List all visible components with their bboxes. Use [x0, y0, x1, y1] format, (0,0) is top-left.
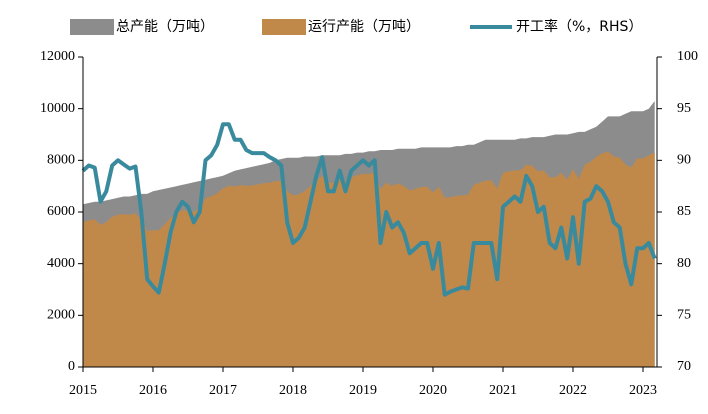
y2-tick-label: 95: [677, 101, 691, 116]
y-tick-label: 12000: [40, 49, 75, 64]
x-tick-label: 2023: [629, 383, 657, 398]
y2-tick-label: 80: [677, 256, 691, 271]
x-tick-label: 2022: [559, 383, 587, 398]
y-tick-label: 8000: [47, 153, 75, 168]
x-tick-label: 2019: [349, 383, 377, 398]
y2-tick-label: 90: [677, 153, 691, 168]
legend-label: 开工率（%，RHS）: [516, 18, 642, 35]
x-tick-label: 2018: [279, 383, 307, 398]
y2-tick-label: 75: [677, 308, 691, 323]
capacity-area: [83, 151, 655, 367]
rate-line: [81, 122, 657, 297]
y2-tick-label: 100: [677, 49, 698, 64]
x-tick-label: 2016: [139, 383, 167, 398]
y-tick-label: 6000: [47, 204, 75, 219]
y-tick-label: 2000: [47, 308, 75, 323]
x-tick-label: 2021: [489, 383, 517, 398]
legend-label: 总产能（万吨）: [116, 19, 214, 35]
y2-tick-label: 70: [677, 359, 691, 374]
legend-swatch: [70, 19, 114, 35]
y2-tick-label: 85: [677, 204, 691, 219]
y-tick-label: 4000: [47, 256, 75, 271]
x-tick-label: 2020: [419, 383, 447, 398]
x-tick-label: 2017: [209, 383, 237, 398]
x-tick-label: 2015: [69, 383, 97, 398]
y-tick-label: 0: [68, 359, 75, 374]
legend-label: 运行产能（万吨）: [308, 19, 420, 35]
y-tick-label: 10000: [40, 101, 75, 116]
legend-swatch: [262, 19, 306, 35]
